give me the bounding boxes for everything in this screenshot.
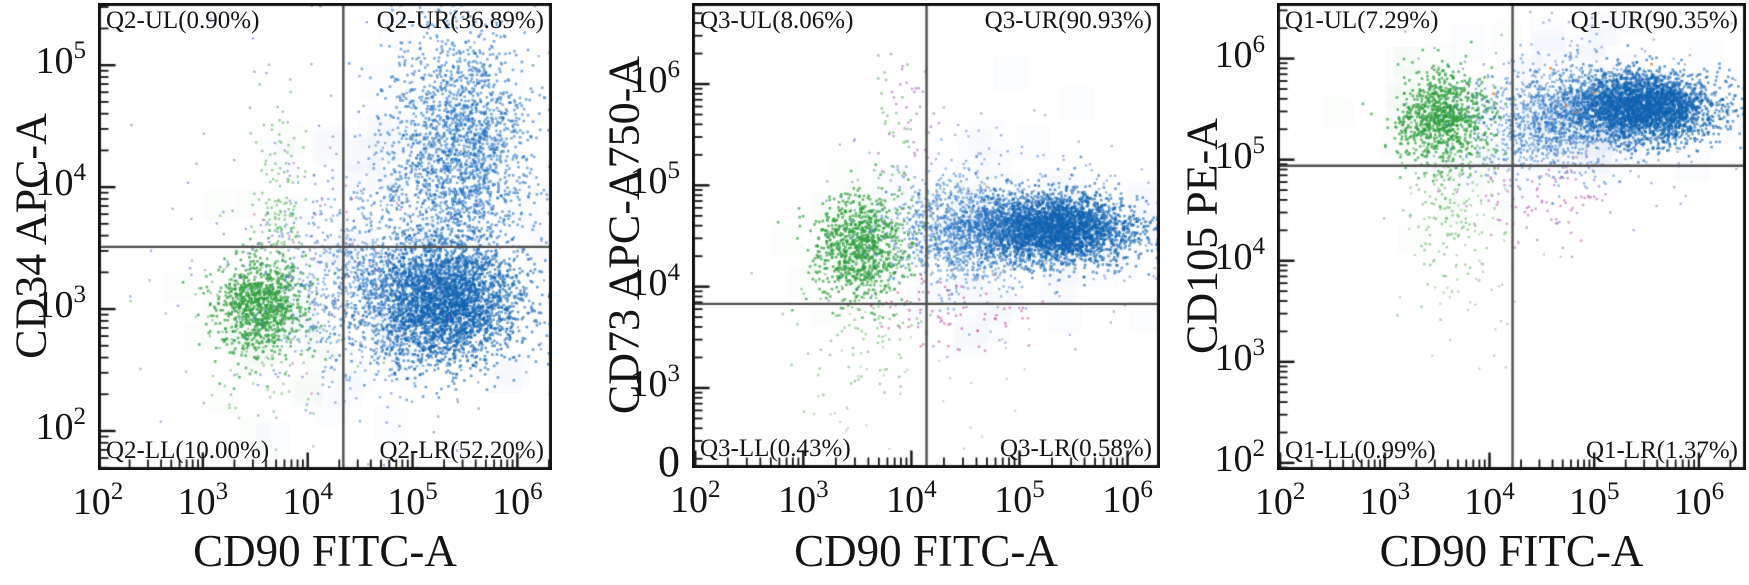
scatter-plot-canvas-cd34 bbox=[98, 3, 552, 470]
y-tick-label: 105 bbox=[1214, 131, 1266, 177]
y-axis-title: CD105 PE-A bbox=[1177, 118, 1226, 354]
y-tick-label: 105 bbox=[35, 37, 87, 83]
y-tick-label: 102 bbox=[1214, 434, 1266, 480]
y-tick-label: 105 bbox=[629, 157, 681, 203]
y-tick-label: 103 bbox=[35, 281, 87, 327]
x-axis-title: CD90 FITC-A bbox=[193, 526, 457, 576]
x-tick-label: 103 bbox=[177, 478, 229, 523]
x-tick-label: 105 bbox=[994, 476, 1045, 521]
y-axis-title: CD34 APC-A bbox=[6, 113, 55, 359]
x-tick-label: 106 bbox=[492, 478, 543, 523]
quadrant-label-ul: Q1-UL(7.29%) bbox=[1285, 7, 1439, 34]
scatter-plot-canvas-cd105 bbox=[1277, 3, 1746, 470]
y-tick-label: 104 bbox=[35, 159, 87, 205]
quadrant-label-ul: Q2-UL(0.90%) bbox=[106, 7, 260, 34]
quadrant-label-ll: Q2-LL(10.00%) bbox=[106, 437, 270, 464]
x-tick-label: 102 bbox=[1254, 478, 1306, 523]
x-tick-label: 105 bbox=[387, 478, 438, 523]
quadrant-label-ur: Q2-UR(36.89%) bbox=[376, 7, 544, 34]
quadrant-label-lr: Q2-LR(52.20%) bbox=[379, 437, 544, 464]
y-tick-label: 106 bbox=[1214, 30, 1266, 76]
x-tick-label: 104 bbox=[282, 478, 333, 523]
x-tick-label: 102 bbox=[72, 478, 124, 523]
x-tick-label: 106 bbox=[1102, 476, 1153, 521]
quadrant-label-ul: Q3-UL(8.06%) bbox=[700, 7, 854, 34]
y-tick-label: 103 bbox=[1214, 333, 1266, 379]
y-axis-zero-label: 0 bbox=[658, 437, 680, 486]
quadrant-label-lr: Q1-LR(1.37%) bbox=[1585, 437, 1738, 464]
y-axis-title: CD73 APC-A750-A bbox=[599, 55, 648, 415]
quadrant-label-ll: Q3-LL(0.43%) bbox=[700, 435, 851, 462]
y-tick-label: 103 bbox=[629, 359, 681, 405]
quadrant-label-ur: Q1-UR(90.35%) bbox=[1570, 7, 1738, 34]
y-tick-label: 102 bbox=[35, 402, 87, 448]
x-tick-label: 106 bbox=[1673, 478, 1725, 523]
x-tick-label: 104 bbox=[886, 476, 937, 521]
x-tick-label: 102 bbox=[669, 476, 721, 521]
quadrant-label-lr: Q3-LR(0.58%) bbox=[999, 435, 1152, 462]
x-axis-title: CD90 FITC-A bbox=[1379, 526, 1644, 576]
x-tick-label: 103 bbox=[1359, 478, 1411, 523]
x-axis-title: CD90 FITC-A bbox=[794, 526, 1058, 576]
x-tick-label: 103 bbox=[778, 476, 829, 521]
x-tick-label: 104 bbox=[1464, 478, 1515, 523]
quadrant-label-ll: Q1-LL(0.99%) bbox=[1285, 437, 1436, 464]
y-tick-label: 104 bbox=[629, 258, 681, 304]
quadrant-label-ur: Q3-UR(90.93%) bbox=[984, 7, 1152, 34]
y-tick-label: 104 bbox=[1214, 232, 1266, 278]
x-tick-label: 105 bbox=[1568, 478, 1620, 523]
y-tick-label: 106 bbox=[629, 56, 681, 102]
scatter-plot-canvas-cd73 bbox=[692, 3, 1160, 468]
